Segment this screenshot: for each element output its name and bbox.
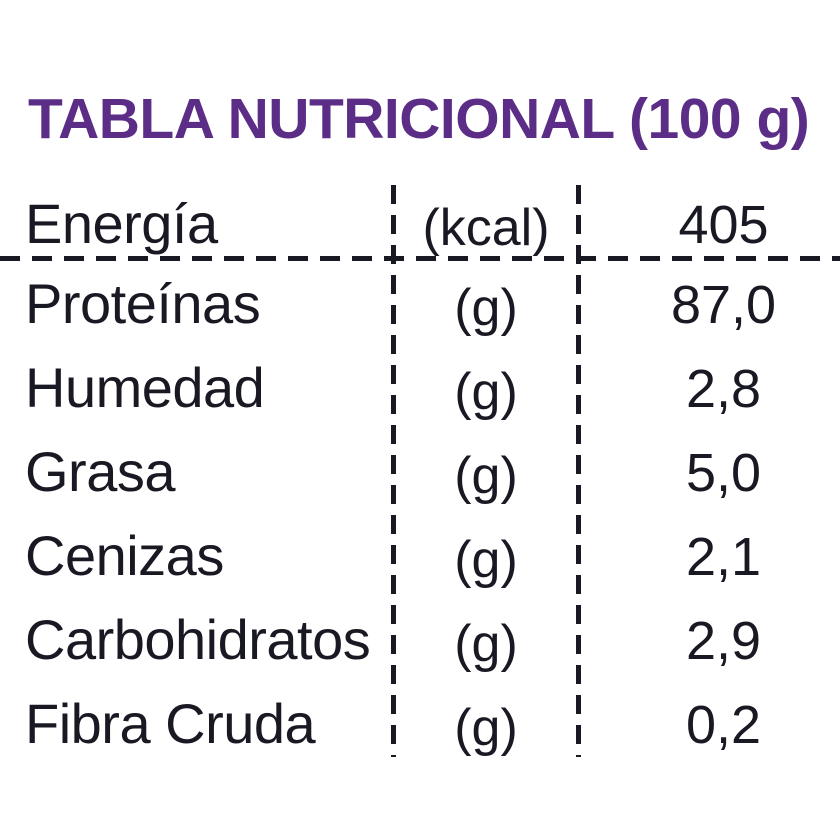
nutrient-label: Proteínas (25, 271, 261, 335)
table-row: Proteínas (g) 87,0 (0, 261, 840, 345)
nutrient-label: Cenizas (25, 523, 224, 587)
nutrient-unit: (g) (454, 279, 518, 337)
nutrition-table: Energía (kcal) 405 Proteínas (g) 87,0 Hu… (0, 185, 840, 765)
nutrient-value: 405 (678, 195, 769, 255)
table-row: Humedad (g) 2,8 (0, 345, 840, 429)
nutrient-value: 2,1 (685, 527, 762, 587)
table-row: Fibra Cruda (g) 0,2 (0, 681, 840, 765)
nutrient-unit: (g) (454, 363, 518, 421)
nutrient-value: 5,0 (685, 443, 762, 503)
nutrient-unit: (g) (454, 615, 518, 673)
table-row: Energía (kcal) 405 (0, 185, 840, 261)
nutrient-label: Humedad (25, 355, 265, 419)
nutrient-unit: (g) (454, 531, 518, 589)
column-divider-left (391, 185, 396, 757)
nutrient-unit: (kcal) (422, 199, 550, 257)
nutrient-label: Fibra Cruda (25, 691, 316, 755)
nutrient-unit: (g) (454, 699, 518, 757)
nutrient-unit: (g) (454, 447, 518, 505)
page-title: TABLA NUTRICIONAL (100 g) (28, 87, 810, 151)
nutrient-label: Carbohidratos (25, 607, 371, 671)
nutrient-value: 2,9 (685, 611, 762, 671)
table-row: Grasa (g) 5,0 (0, 429, 840, 513)
column-divider-right (576, 185, 581, 757)
nutrient-value: 2,8 (685, 359, 762, 419)
table-row: Cenizas (g) 2,1 (0, 513, 840, 597)
nutrient-label: Energía (25, 191, 218, 255)
table-row: Carbohidratos (g) 2,9 (0, 597, 840, 681)
nutrient-value: 87,0 (670, 275, 777, 335)
nutrient-value: 0,2 (685, 695, 762, 755)
nutrient-label: Grasa (25, 439, 176, 503)
header-separator (0, 256, 840, 261)
